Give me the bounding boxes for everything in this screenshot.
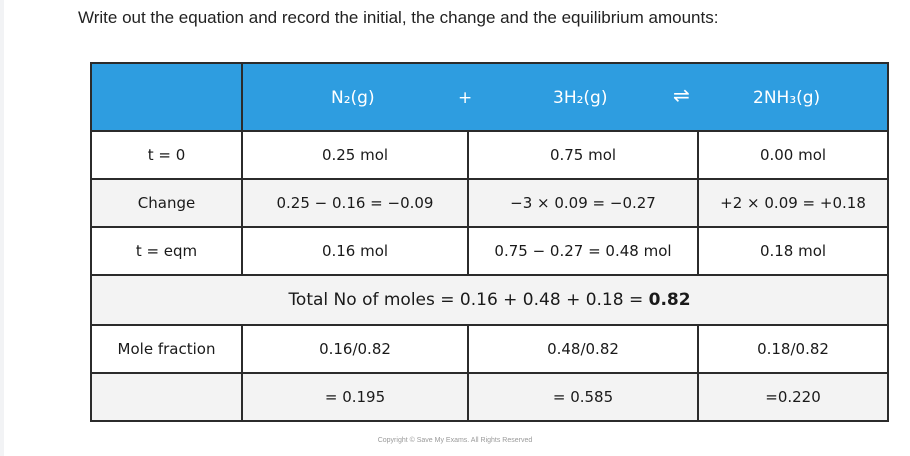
ice-table: N₂(g) + 3H₂(g) ⇌ 2NH₃(g) t = 0 0.25 mol …: [89, 62, 890, 422]
cell-eqm-h2: 0.75 − 0.27 = 0.48 mol: [467, 226, 699, 276]
row-total-moles: Total No of moles = 0.16 + 0.48 + 0.18 =…: [89, 274, 890, 326]
equation-header-row: N₂(g) + 3H₂(g) ⇌ 2NH₃(g): [90, 62, 890, 132]
row-mole-fraction: Mole fraction 0.16/0.82 0.48/0.82 0.18/0…: [90, 324, 890, 374]
row-label-t0: t = 0: [90, 130, 243, 180]
equilibrium-arrow-icon: ⇌: [673, 83, 690, 107]
header-empty-cell: [90, 62, 243, 132]
row-label-result: [90, 372, 243, 422]
cell-eqm-nh3: 0.18 mol: [696, 226, 890, 276]
cell-t0-h2: 0.75 mol: [467, 130, 699, 180]
cell-change-h2: −3 × 0.09 = −0.27: [467, 178, 699, 228]
total-moles-text: Total No of moles = 0.16 + 0.48 + 0.18 =: [288, 290, 649, 310]
equation-nh3: 2NH₃(g): [753, 88, 821, 108]
copyright-notice: Copyright © Save My Exams. All Rights Re…: [377, 437, 533, 444]
cell-mf-h2: 0.48/0.82: [467, 324, 699, 374]
total-moles-value: 0.82: [648, 290, 691, 310]
equation-n2: N₂(g): [331, 88, 375, 108]
cell-change-nh3: +2 × 0.09 = +0.18: [696, 178, 890, 228]
cell-mf-n2: 0.16/0.82: [241, 324, 469, 374]
row-label-change: Change: [90, 178, 243, 228]
row-t0: t = 0 0.25 mol 0.75 mol 0.00 mol: [90, 130, 890, 180]
row-eqm: t = eqm 0.16 mol 0.75 − 0.27 = 0.48 mol …: [90, 226, 890, 276]
instruction-text: Write out the equation and record the in…: [78, 8, 719, 27]
row-label-eqm: t = eqm: [90, 226, 243, 276]
equation-plus: +: [458, 88, 473, 108]
row-label-mole-fraction: Mole fraction: [90, 324, 243, 374]
cell-result-n2: = 0.195: [241, 372, 469, 422]
cell-eqm-n2: 0.16 mol: [241, 226, 469, 276]
equation-cell: N₂(g) + 3H₂(g) ⇌ 2NH₃(g): [240, 62, 890, 132]
cell-result-h2: = 0.585: [467, 372, 699, 422]
cell-t0-n2: 0.25 mol: [241, 130, 469, 180]
cell-t0-nh3: 0.00 mol: [696, 130, 890, 180]
cell-mf-nh3: 0.18/0.82: [696, 324, 890, 374]
row-result: = 0.195 = 0.585 =0.220: [90, 372, 890, 422]
equation-h2: 3H₂(g): [553, 88, 608, 108]
cell-result-nh3: =0.220: [696, 372, 890, 422]
total-moles-cell: Total No of moles = 0.16 + 0.48 + 0.18 =…: [89, 274, 890, 326]
left-edge-stripe: [0, 0, 4, 456]
cell-change-n2: 0.25 − 0.16 = −0.09: [241, 178, 469, 228]
row-change: Change 0.25 − 0.16 = −0.09 −3 × 0.09 = −…: [90, 178, 890, 228]
